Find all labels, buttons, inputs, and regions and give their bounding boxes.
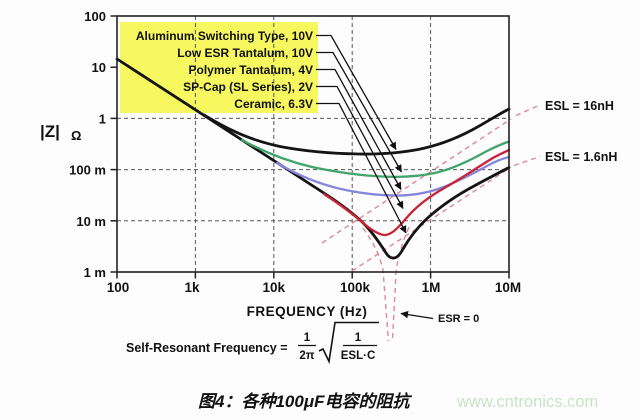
y-tick-10m: 10 m (76, 214, 106, 229)
legend-item-ceramic: Ceramic, 6.3V (234, 97, 313, 111)
figure-caption: 图4：各种100μF电容的阻抗 (198, 392, 412, 411)
legend-item-low-esr-tantalum: Low ESR Tantalum, 10V (177, 46, 313, 60)
y-tick-1: 1 (99, 111, 106, 126)
formula-radical-sign (318, 321, 379, 365)
arrow-to-aluminum-curve (316, 34, 397, 150)
legend: Aluminum Switching Type, 10V Low ESR Tan… (136, 29, 407, 234)
curve-aluminum-switching (202, 107, 511, 156)
y-tick-1m: 1 m (84, 265, 106, 280)
arrow-to-ceramic-curve (316, 102, 407, 234)
y-axis-labels: 100 10 1 100 m 10 m 1 m (69, 9, 106, 280)
y-tick-10: 10 (92, 60, 106, 75)
curve-low-esr-tantalum (240, 138, 511, 179)
axis-ticks (110, 15, 510, 279)
arrow-to-polymer-tantalum-curve (316, 68, 402, 190)
x-tick-1k: 1k (184, 280, 200, 295)
x-tick-1M: 1M (422, 280, 441, 295)
x-tick-10k: 10k (263, 280, 286, 295)
legend-item-polymer-tantalum: Polymer Tantalum, 4V (189, 63, 313, 77)
legend-arrows (316, 34, 407, 234)
arrow-to-low-esr-tantalum-curve (316, 51, 403, 173)
legend-item-aluminum: Aluminum Switching Type, 10V (136, 29, 313, 43)
x-axis-labels: 100 1k 10k 100k 1M 10M (107, 280, 521, 295)
formula-lhs: Self-Resonant Frequency = (126, 341, 288, 355)
arrow-to-sp-cap-curve (316, 85, 404, 209)
y-tick-100: 100 (84, 9, 106, 24)
esl-1p6nh-label: ESL = 1.6nH (545, 150, 617, 164)
esl-16nh-leader (515, 104, 541, 117)
esl-16nh-line (321, 118, 512, 244)
plot-border (116, 15, 510, 273)
formula-frac2-denominator: ESL·C (341, 350, 376, 362)
y-axis-title-ohm: Ω (71, 128, 81, 143)
y-axis-title-z: |Z| (40, 122, 60, 141)
x-tick-10M: 10M (495, 280, 521, 295)
legend-item-sp-cap: SP-Cap (SL Series), 2V (183, 80, 313, 94)
esr-zero-label: ESR = 0 (438, 313, 479, 325)
esl-1p6nh-leader (513, 155, 541, 167)
y-tick-100m: 100 m (69, 163, 106, 178)
formula-frac2-numerator: 1 (355, 332, 362, 344)
x-tick-100k: 100k (340, 280, 371, 295)
curve-polymer-tantalum (275, 155, 511, 197)
x-axis-title: FREQUENCY (Hz) (247, 304, 368, 319)
curve-sp-cap (322, 148, 511, 237)
esr-zero-arrow (400, 310, 434, 320)
legend-box (120, 22, 318, 113)
formula-frac1-denominator: 2π (299, 350, 314, 362)
self-resonant-frequency-formula: Self-Resonant Frequency = 1 2π 1 ESL·C (126, 321, 379, 365)
x-tick-100: 100 (107, 280, 130, 295)
watermark: www.cntronics.com (456, 393, 598, 411)
esr-zero-left-branch (362, 227, 390, 342)
esl-16nh-label: ESL = 16nH (545, 99, 614, 113)
formula-frac1-numerator: 1 (304, 332, 311, 344)
